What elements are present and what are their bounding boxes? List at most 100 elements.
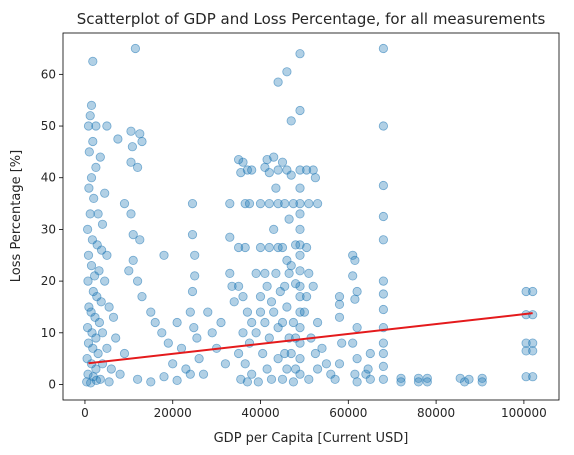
- scatter-point: [84, 147, 94, 157]
- scatter-point: [159, 250, 169, 260]
- scatter-point: [378, 43, 388, 54]
- scatter-point: [137, 291, 147, 302]
- scatter-point: [93, 348, 103, 359]
- scatter-point: [157, 328, 167, 338]
- scatter-point: [91, 121, 101, 131]
- scatter-point: [83, 224, 93, 234]
- trend-line: [88, 312, 533, 365]
- scatter-point: [273, 165, 283, 175]
- scatter-point: [88, 56, 98, 67]
- scatter-point: [378, 211, 388, 222]
- scatter-point: [422, 377, 432, 387]
- scatter-point: [528, 310, 538, 320]
- scatter-point: [348, 271, 358, 281]
- scatter-point: [264, 168, 274, 178]
- scatter-point: [396, 377, 406, 387]
- scatter-point: [124, 266, 134, 276]
- scatter-point: [269, 307, 279, 317]
- scatter-point: [146, 307, 156, 317]
- scatter-point: [86, 260, 97, 271]
- scatter-point: [277, 317, 288, 328]
- scatter-point: [266, 374, 277, 384]
- scatter-point: [146, 377, 156, 387]
- scatter-point: [352, 353, 362, 364]
- scatter-point: [334, 291, 345, 302]
- scatter-point: [521, 372, 531, 382]
- scatter-point: [264, 199, 274, 209]
- x-tick-label: 100000: [501, 406, 547, 420]
- scatter-point: [86, 378, 96, 388]
- scatter-point: [187, 286, 198, 297]
- scatter-point: [85, 111, 95, 121]
- scatter-point: [413, 377, 424, 387]
- scatter-point: [225, 199, 235, 209]
- scatter-point: [255, 242, 266, 253]
- scatter-point: [295, 183, 305, 193]
- scatter-point: [295, 353, 305, 364]
- scatter-point: [378, 276, 388, 286]
- scatter-point: [310, 348, 320, 359]
- scatter-point: [334, 312, 345, 322]
- scatter-point: [227, 281, 237, 291]
- scatter-point: [253, 377, 263, 387]
- x-tick-label: 0: [81, 406, 89, 420]
- scatter-point: [378, 180, 388, 191]
- scatter-point: [190, 271, 200, 281]
- scatter-point: [255, 307, 266, 317]
- scatter-point: [312, 364, 323, 374]
- scatter-point: [363, 364, 373, 374]
- scatter-point: [277, 374, 288, 384]
- scatter-point: [521, 346, 531, 356]
- scatter-point: [94, 266, 104, 276]
- scatter-point: [119, 199, 130, 209]
- scatter-point: [304, 199, 314, 209]
- scatter-point: [172, 375, 182, 385]
- scatter-point: [86, 100, 97, 111]
- scatter-point: [102, 121, 112, 131]
- scatter-point: [464, 374, 474, 384]
- scatter-point: [365, 348, 375, 359]
- scatter-point: [264, 333, 274, 343]
- scatter-point: [102, 343, 112, 353]
- scatter-point: [295, 165, 305, 175]
- scatter-point: [126, 126, 136, 136]
- scatter-point: [312, 199, 323, 209]
- scatter-point: [91, 333, 101, 343]
- scatter-point: [352, 377, 362, 387]
- scatter-point: [83, 250, 94, 260]
- scatter-point: [244, 199, 255, 209]
- scatter-point: [187, 230, 198, 240]
- scatter-point: [273, 77, 283, 87]
- scatter-point: [150, 317, 160, 328]
- scatter-point: [262, 281, 272, 291]
- scatter-point: [378, 121, 388, 131]
- scatter-point: [83, 121, 94, 131]
- scatter-point: [100, 276, 110, 286]
- scatter-point: [271, 183, 281, 193]
- scatter-point: [301, 165, 312, 175]
- scatter-point: [396, 373, 406, 383]
- scatter-point: [269, 152, 279, 162]
- scatter-point: [350, 294, 360, 304]
- scatter-point: [378, 304, 388, 315]
- scatter-point: [85, 209, 95, 219]
- scatter-point: [133, 162, 143, 172]
- scatter-point: [477, 373, 487, 383]
- scatter-point: [91, 375, 102, 385]
- scatter-point: [220, 359, 230, 369]
- scatter-point: [135, 129, 145, 139]
- scatter-point: [238, 291, 248, 302]
- scatter-point: [282, 302, 292, 312]
- chart-title: Scatterplot of GDP and Loss Percentage, …: [77, 10, 546, 28]
- scatter-point: [290, 279, 301, 289]
- scatter-point: [185, 307, 195, 317]
- scatter-point: [521, 338, 531, 348]
- scatter-point: [308, 165, 318, 175]
- scatter-point: [260, 268, 270, 278]
- scatter-point: [378, 235, 388, 245]
- scatter-point: [130, 43, 140, 54]
- plot-frame: [62, 32, 560, 401]
- scatter-point: [234, 242, 244, 253]
- scatter-point: [84, 183, 94, 193]
- scatter-point: [334, 299, 345, 309]
